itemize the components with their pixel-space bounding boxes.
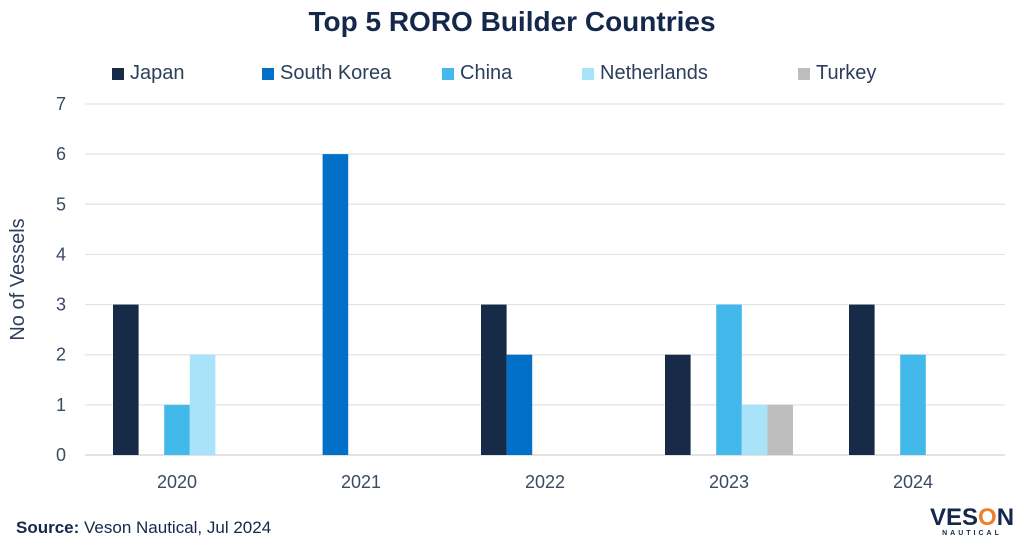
y-tick-label: 4 bbox=[56, 244, 66, 264]
legend-swatch bbox=[262, 67, 274, 80]
bar-netherlands bbox=[189, 354, 216, 455]
veson-logo: VESON NAUTICAL bbox=[930, 504, 1015, 538]
y-tick-label: 6 bbox=[56, 144, 66, 164]
y-axis-label: No of Vessels bbox=[7, 218, 29, 340]
y-tick-label: 1 bbox=[56, 395, 66, 415]
y-tick-label: 3 bbox=[56, 295, 66, 315]
y-tick-label: 2 bbox=[56, 345, 66, 365]
legend-label: China bbox=[460, 62, 513, 84]
bar-japan bbox=[849, 304, 875, 455]
source-label: Source: bbox=[16, 518, 80, 537]
chart-title: Top 5 RORO Builder Countries bbox=[308, 6, 716, 37]
source-note: Source: Veson Nautical, Jul 2024 bbox=[16, 518, 271, 538]
legend-label: Japan bbox=[130, 62, 185, 84]
x-tick-label: 2024 bbox=[893, 472, 933, 492]
legend-swatch bbox=[112, 67, 124, 80]
y-tick-label: 7 bbox=[56, 94, 66, 114]
legend-swatch bbox=[798, 67, 810, 80]
legend-item: South Korea bbox=[262, 62, 391, 85]
legend-label: South Korea bbox=[280, 62, 392, 84]
legend-swatch bbox=[582, 67, 594, 80]
logo-subtitle: NAUTICAL bbox=[942, 530, 1002, 537]
legend-item: Netherlands bbox=[582, 62, 708, 85]
legend-label: Turkey bbox=[816, 62, 877, 84]
x-tick-label: 2023 bbox=[709, 472, 749, 492]
bar-south-korea bbox=[506, 354, 533, 455]
x-tick-label: 2020 bbox=[157, 472, 197, 492]
bar-netherlands bbox=[741, 404, 768, 455]
x-tick-label: 2022 bbox=[525, 472, 565, 492]
bar-china bbox=[900, 354, 926, 455]
legend-swatch bbox=[442, 67, 454, 80]
bar-japan bbox=[481, 304, 507, 455]
bar-south-korea bbox=[322, 154, 349, 455]
x-tick-label: 2021 bbox=[341, 472, 381, 492]
logo-wordmark: VESON bbox=[930, 504, 1015, 531]
y-tick-label: 0 bbox=[56, 445, 66, 465]
legend-item: Turkey bbox=[798, 62, 876, 85]
bar-turkey bbox=[767, 404, 793, 455]
source-text: Veson Nautical, Jul 2024 bbox=[79, 518, 272, 537]
bar-china bbox=[716, 304, 742, 455]
legend-item: China bbox=[442, 62, 512, 85]
bar-japan bbox=[665, 354, 691, 455]
bar-japan bbox=[113, 304, 139, 455]
legend-item: Japan bbox=[112, 62, 185, 85]
y-tick-label: 5 bbox=[56, 194, 66, 214]
legend-label: Netherlands bbox=[600, 62, 708, 84]
bar-china bbox=[164, 404, 190, 455]
